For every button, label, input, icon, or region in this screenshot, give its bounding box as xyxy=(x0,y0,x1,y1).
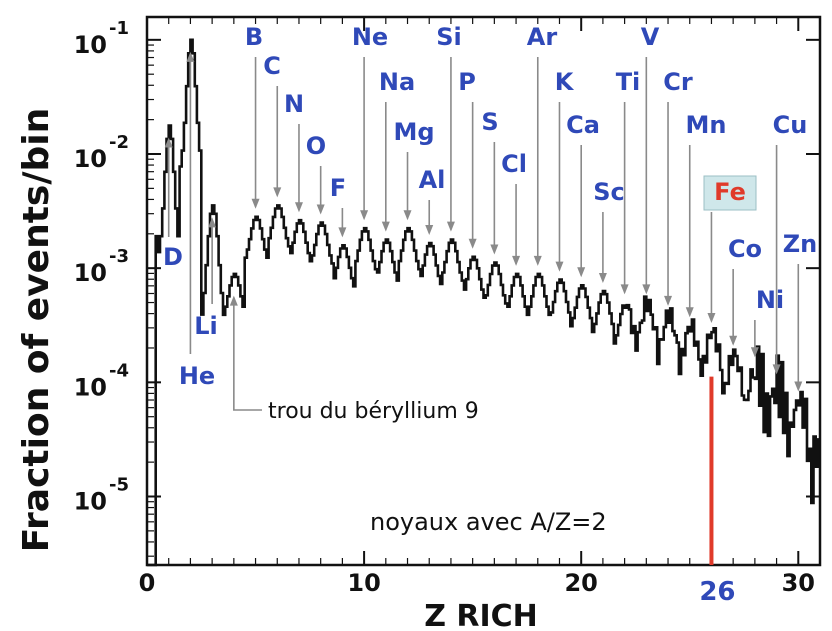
arrow-head xyxy=(273,187,282,198)
element-label-cl: Cl xyxy=(501,150,527,178)
arrow-head xyxy=(381,221,390,232)
arrow-head xyxy=(664,295,673,306)
arrow-head xyxy=(729,335,738,346)
element-label-zn: Zn xyxy=(783,230,818,258)
arrow-head xyxy=(533,255,542,266)
element-label-fe: Fe xyxy=(714,178,746,206)
arrow-head xyxy=(403,210,412,221)
y-tick-label-base: 10 xyxy=(74,259,107,287)
y-tick-label-exp: -2 xyxy=(109,132,129,153)
arrow-head xyxy=(794,381,803,392)
arrow-head xyxy=(490,244,499,255)
element-label-he: He xyxy=(179,362,215,390)
arrow-head xyxy=(685,307,694,318)
x-tick-label: 30 xyxy=(782,569,815,597)
beryllium-arrow xyxy=(233,297,262,411)
element-label-ti: Ti xyxy=(616,68,641,96)
series-group xyxy=(147,38,820,567)
arrow-head xyxy=(707,312,716,323)
element-label-n: N xyxy=(284,90,304,118)
element-label-f: F xyxy=(330,174,346,202)
element-label-mg: Mg xyxy=(393,118,434,146)
element-label-d: D xyxy=(163,243,183,271)
arrow-head xyxy=(468,238,477,249)
y-axis-title: Fraction of events/bin xyxy=(16,108,57,553)
element-label-cr: Cr xyxy=(663,68,693,96)
beryllium-arrow-head xyxy=(229,295,238,306)
annotation-a-over-z: noyaux avec A/Z=2 xyxy=(370,508,607,536)
series-line xyxy=(147,38,820,567)
y-tick-label-base: 10 xyxy=(74,145,107,173)
arrow-head xyxy=(360,210,369,221)
element-arrows xyxy=(164,51,803,392)
x-axis-title: Z RICH xyxy=(424,599,538,631)
arrow-head xyxy=(294,202,303,213)
arrow-head xyxy=(251,198,260,209)
y-tick-label-exp: -1 xyxy=(109,18,129,39)
element-label-mn: Mn xyxy=(686,111,727,139)
element-label-ne: Ne xyxy=(352,23,388,51)
element-label-si: Si xyxy=(436,23,462,51)
arrow-head xyxy=(425,225,434,236)
arrow-head xyxy=(620,284,629,295)
element-label-c: C xyxy=(263,52,281,80)
arrow-head xyxy=(642,284,651,295)
arrow-head xyxy=(512,255,521,266)
element-label-na: Na xyxy=(379,68,415,96)
x-tick-label: 10 xyxy=(347,569,380,597)
fe-highlight-box xyxy=(703,175,757,211)
element-label-s: S xyxy=(481,108,498,136)
element-label-ar: Ar xyxy=(527,23,558,51)
element-label-li: Li xyxy=(194,312,218,340)
x-axis-ticks: 0 10 20 30 xyxy=(139,17,821,597)
arrow-head xyxy=(750,347,759,358)
element-label-o: O xyxy=(306,132,326,160)
element-label-al: Al xyxy=(419,166,446,194)
arrow-head xyxy=(316,204,325,215)
element-label-p: P xyxy=(458,68,476,96)
arrow-head xyxy=(577,267,586,278)
arrow-head xyxy=(446,221,455,232)
element-label-ca: Ca xyxy=(566,111,600,139)
y-tick-label-exp: -5 xyxy=(109,475,129,496)
y-tick-label-exp: -3 xyxy=(109,246,129,267)
arrow-head xyxy=(186,51,195,62)
arrow-head xyxy=(555,261,564,272)
y-axis-ticks: 10-110-210-310-410-5 xyxy=(74,18,820,557)
element-label-ni: Ni xyxy=(756,286,784,314)
element-label-cu: Cu xyxy=(773,111,808,139)
element-label-sc: Sc xyxy=(593,178,625,206)
y-tick-label-exp: -4 xyxy=(109,360,129,381)
annotation-26: 26 xyxy=(699,577,735,607)
arrow-head xyxy=(598,273,607,283)
plot-frame xyxy=(145,15,822,567)
element-label-k: K xyxy=(555,68,575,96)
y-tick-label-base: 10 xyxy=(74,373,107,401)
y-tick-label-base: 10 xyxy=(74,31,107,59)
annotation-beryllium: trou du béryllium 9 xyxy=(268,399,479,424)
arrow-head xyxy=(208,217,217,228)
element-label-co: Co xyxy=(728,235,762,263)
element-label-v: V xyxy=(641,23,660,51)
x-tick-label: 0 xyxy=(139,569,156,597)
x-tick-label: 20 xyxy=(564,569,597,597)
plot-border xyxy=(145,15,822,567)
y-tick-label-base: 10 xyxy=(74,488,107,516)
arrow-head xyxy=(164,137,173,148)
arrow-head xyxy=(772,364,781,375)
annotations: trou du béryllium 9 noyaux avec A/Z=2 26 xyxy=(229,295,736,607)
arrow-head xyxy=(338,227,347,238)
element-label-b: B xyxy=(245,23,263,51)
